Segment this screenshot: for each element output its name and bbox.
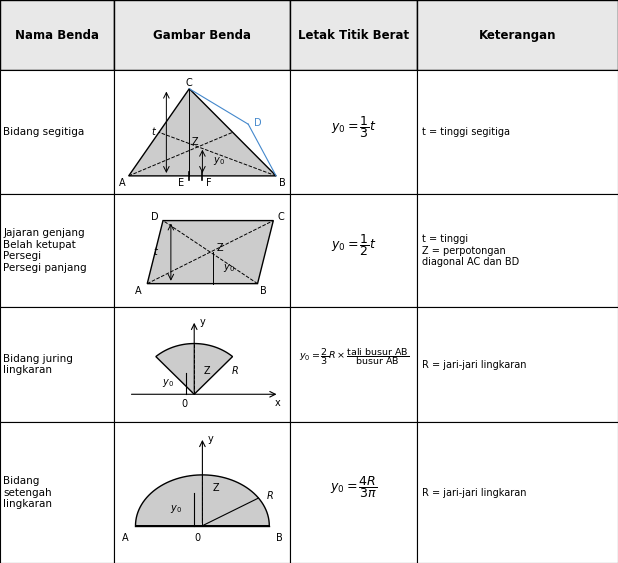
Text: t = tinggi
Z = perpotongan
diagonal AC dan BD: t = tinggi Z = perpotongan diagonal AC d… <box>422 234 519 267</box>
Text: B: B <box>276 533 282 543</box>
Text: R = jari-jari lingkaran: R = jari-jari lingkaran <box>422 360 527 369</box>
Text: Bidang juring
lingkaran: Bidang juring lingkaran <box>3 354 73 376</box>
Text: Jajaran genjang
Belah ketupat
Persegi
Persegi panjang: Jajaran genjang Belah ketupat Persegi Pe… <box>3 228 87 273</box>
Bar <box>114 70 290 194</box>
Text: D: D <box>151 212 159 222</box>
Text: A: A <box>119 178 125 188</box>
Bar <box>114 0 290 70</box>
Bar <box>417 0 618 70</box>
Polygon shape <box>135 475 269 526</box>
Text: $y_0 = \dfrac{1}{3}t$: $y_0 = \dfrac{1}{3}t$ <box>331 114 377 140</box>
Bar <box>114 194 290 307</box>
Polygon shape <box>156 343 232 394</box>
Bar <box>114 422 290 563</box>
Text: t: t <box>151 127 155 137</box>
Text: A: A <box>135 286 141 296</box>
Text: Letak Titik Berat: Letak Titik Berat <box>298 29 409 42</box>
Bar <box>0 194 114 307</box>
Text: Z: Z <box>216 243 223 253</box>
Text: C: C <box>278 212 284 222</box>
Text: 0: 0 <box>195 533 201 543</box>
Bar <box>417 307 618 422</box>
Polygon shape <box>147 221 273 284</box>
Text: C: C <box>186 78 193 88</box>
Text: D: D <box>254 118 262 128</box>
Text: t: t <box>153 247 157 257</box>
Bar <box>0 0 114 70</box>
Bar <box>114 307 290 422</box>
Text: x: x <box>275 397 281 408</box>
Text: $y_0 = \dfrac{1}{2}t$: $y_0 = \dfrac{1}{2}t$ <box>331 232 377 258</box>
Bar <box>290 70 417 194</box>
Text: y: y <box>208 435 213 444</box>
Bar <box>417 194 618 307</box>
Text: t = tinggi segitiga: t = tinggi segitiga <box>422 127 510 137</box>
Text: $y_0 = \dfrac{2}{3}R \times \dfrac{\mathrm{tali\ busur\ AB}}{\mathrm{busur\ AB}}: $y_0 = \dfrac{2}{3}R \times \dfrac{\math… <box>298 346 409 367</box>
Text: 0: 0 <box>181 399 187 409</box>
Bar <box>417 422 618 563</box>
Bar <box>290 194 417 307</box>
Polygon shape <box>129 89 276 176</box>
Bar <box>290 0 417 70</box>
Bar <box>290 422 417 563</box>
Text: $y_0$: $y_0$ <box>223 262 235 274</box>
Text: Bidang segitiga: Bidang segitiga <box>3 127 84 137</box>
Text: $y_0$: $y_0$ <box>170 503 182 515</box>
Text: E: E <box>178 178 184 188</box>
Text: Z: Z <box>204 366 211 376</box>
Text: A: A <box>122 533 129 543</box>
Text: Bidang
setengah
lingkaran: Bidang setengah lingkaran <box>3 476 52 509</box>
Text: Keterangan: Keterangan <box>479 29 556 42</box>
Bar <box>0 0 618 70</box>
Bar <box>417 70 618 194</box>
Text: $y_0$: $y_0$ <box>213 155 225 167</box>
Text: Nama Benda: Nama Benda <box>15 29 99 42</box>
Text: Z: Z <box>192 137 198 147</box>
Bar <box>0 422 114 563</box>
Text: $y_0 = \dfrac{4R}{3\pi}$: $y_0 = \dfrac{4R}{3\pi}$ <box>330 474 378 500</box>
Text: R = jari-jari lingkaran: R = jari-jari lingkaran <box>422 488 527 498</box>
Bar <box>0 307 114 422</box>
Text: Gambar Benda: Gambar Benda <box>153 29 252 42</box>
Text: R: R <box>231 366 238 376</box>
Text: Z: Z <box>212 483 219 493</box>
Text: R: R <box>266 491 273 501</box>
Text: B: B <box>279 178 286 188</box>
Text: F: F <box>206 178 212 188</box>
Bar <box>0 70 114 194</box>
Text: B: B <box>260 286 267 296</box>
Text: y: y <box>200 317 205 327</box>
Bar <box>290 307 417 422</box>
Text: $y_0$: $y_0$ <box>162 377 174 390</box>
